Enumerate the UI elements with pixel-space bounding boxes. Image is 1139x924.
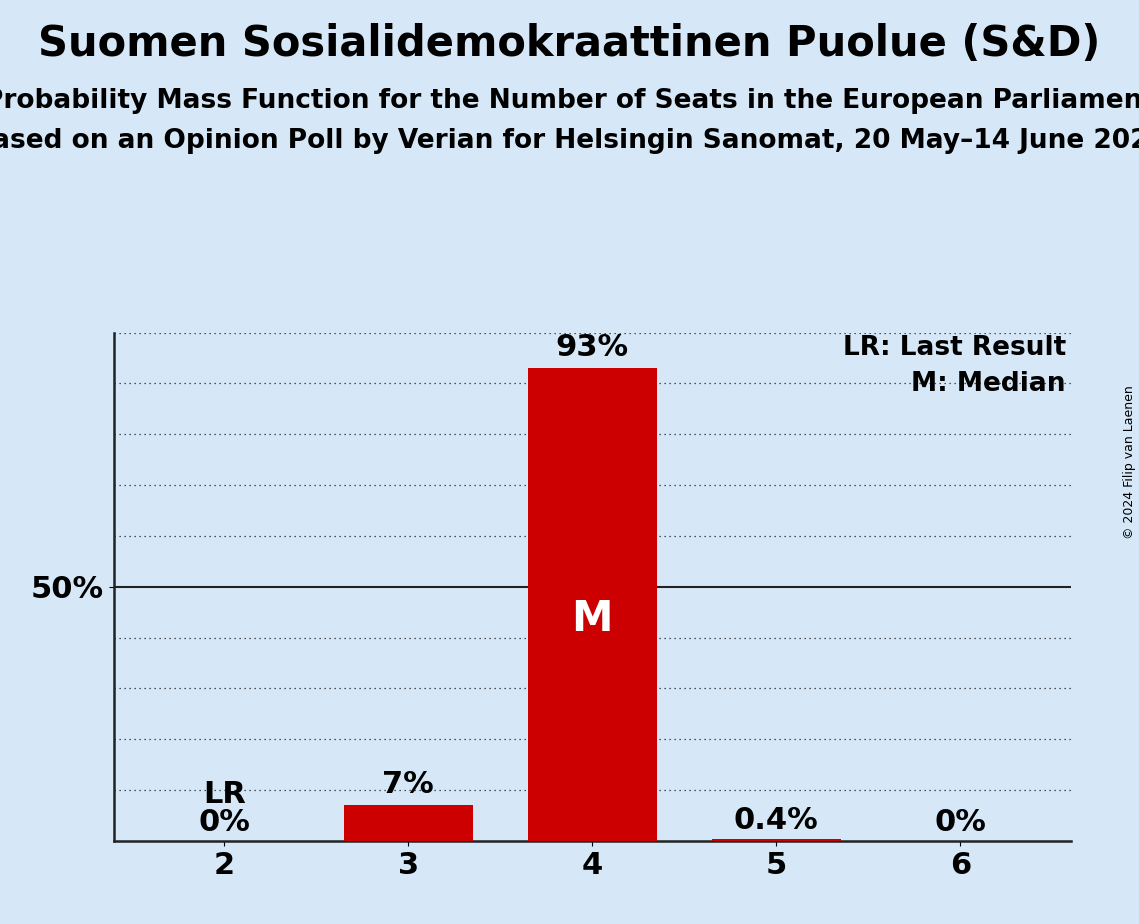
Text: 0%: 0% [198, 808, 251, 837]
Text: M: Median: M: Median [911, 371, 1066, 396]
Text: Suomen Sosialidemokraattinen Puolue (S&D): Suomen Sosialidemokraattinen Puolue (S&D… [39, 23, 1100, 65]
Text: 0%: 0% [934, 808, 986, 837]
Bar [344, 805, 473, 841]
Text: 0.4%: 0.4% [734, 806, 819, 834]
Text: M: M [572, 598, 613, 639]
Bar [527, 368, 657, 841]
Text: © 2024 Filip van Laenen: © 2024 Filip van Laenen [1123, 385, 1137, 539]
Text: 7%: 7% [383, 771, 434, 799]
Text: LR: LR [203, 781, 246, 809]
Bar [712, 839, 841, 841]
Text: 93%: 93% [556, 334, 629, 362]
Text: Probability Mass Function for the Number of Seats in the European Parliament: Probability Mass Function for the Number… [0, 88, 1139, 114]
Text: LR: Last Result: LR: Last Result [843, 335, 1066, 361]
Text: Based on an Opinion Poll by Verian for Helsingin Sanomat, 20 May–14 June 2024: Based on an Opinion Poll by Verian for H… [0, 128, 1139, 153]
